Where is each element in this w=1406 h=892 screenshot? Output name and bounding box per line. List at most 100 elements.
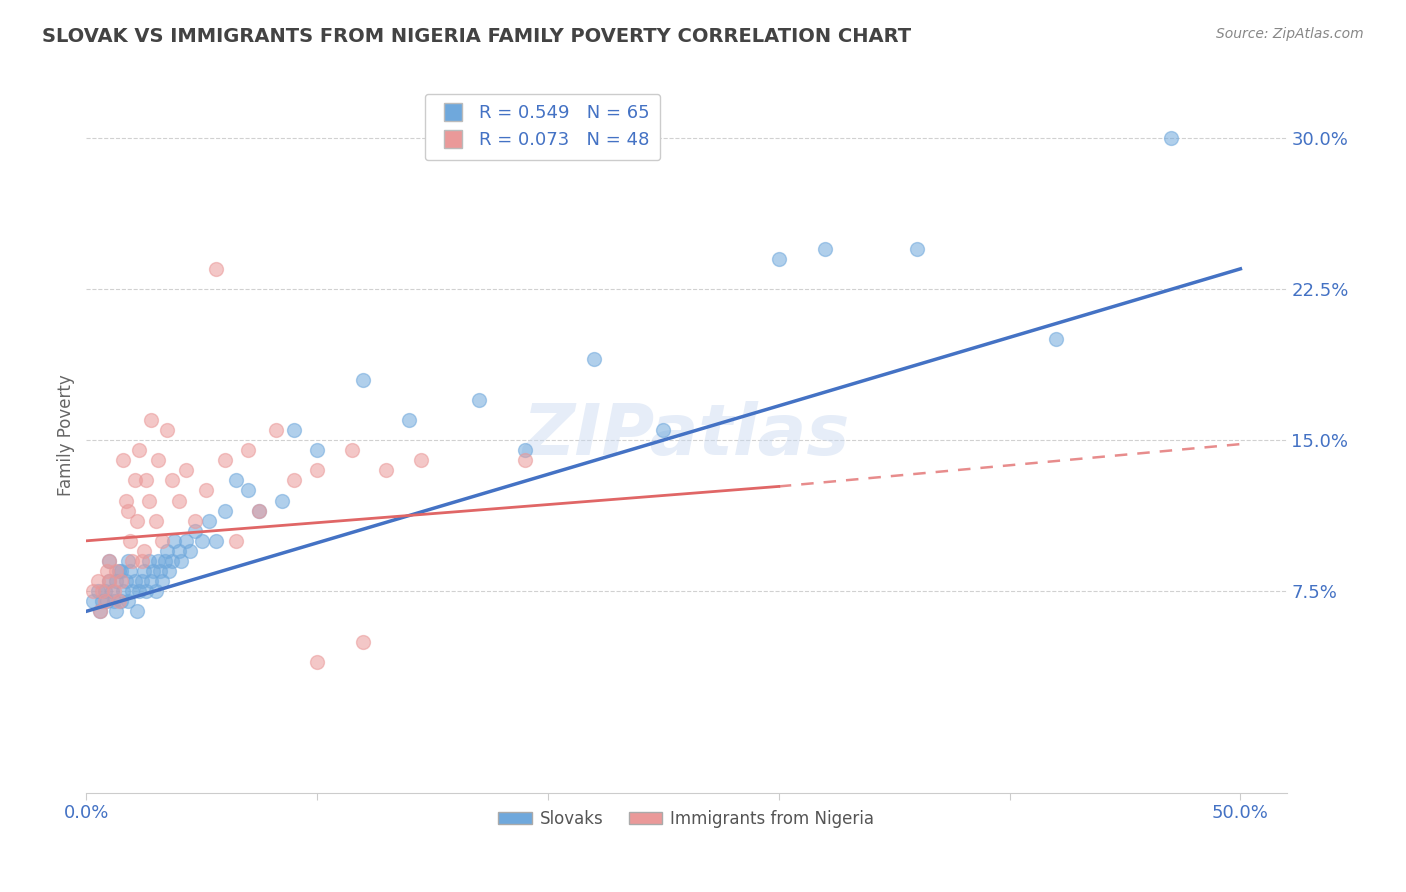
Point — [352, 373, 374, 387]
Point — [152, 533, 174, 548]
Point — [98, 554, 121, 568]
Point — [467, 392, 489, 407]
Point — [153, 554, 176, 568]
Point — [307, 463, 329, 477]
Point — [110, 574, 132, 588]
Point — [513, 443, 536, 458]
Point — [98, 554, 121, 568]
Point — [131, 554, 153, 568]
Point — [114, 493, 136, 508]
Point — [121, 554, 143, 568]
Point — [91, 594, 114, 608]
Point — [190, 533, 212, 548]
Text: ZIPatlas: ZIPatlas — [523, 401, 851, 469]
Point — [107, 564, 129, 578]
Point — [214, 503, 236, 517]
Point — [152, 574, 174, 588]
Point — [139, 413, 162, 427]
Text: SLOVAK VS IMMIGRANTS FROM NIGERIA FAMILY POVERTY CORRELATION CHART: SLOVAK VS IMMIGRANTS FROM NIGERIA FAMILY… — [42, 27, 911, 45]
Point — [96, 564, 118, 578]
Point — [1160, 131, 1182, 145]
Point — [167, 493, 190, 508]
Point — [236, 443, 259, 458]
Point — [82, 594, 104, 608]
Point — [167, 544, 190, 558]
Point — [98, 574, 121, 588]
Point — [124, 574, 146, 588]
Point — [768, 252, 790, 266]
Point — [94, 584, 117, 599]
Point — [107, 594, 129, 608]
Point — [398, 413, 420, 427]
Point — [138, 493, 160, 508]
Point — [110, 564, 132, 578]
Point — [225, 474, 247, 488]
Point — [184, 524, 207, 538]
Point — [814, 242, 837, 256]
Point — [91, 584, 114, 599]
Point — [340, 443, 363, 458]
Point — [114, 574, 136, 588]
Point — [87, 584, 110, 599]
Point — [105, 564, 128, 578]
Point — [157, 564, 180, 578]
Point — [132, 564, 155, 578]
Point — [142, 564, 165, 578]
Point — [264, 423, 287, 437]
Point — [96, 594, 118, 608]
Point — [110, 594, 132, 608]
Point — [905, 242, 928, 256]
Point — [145, 584, 167, 599]
Point — [160, 554, 183, 568]
Point — [89, 604, 111, 618]
Point — [170, 554, 193, 568]
Point — [98, 574, 121, 588]
Point — [149, 564, 172, 578]
Point — [103, 594, 125, 608]
Point — [271, 493, 294, 508]
Point — [283, 423, 305, 437]
Point — [128, 584, 150, 599]
Point — [125, 514, 148, 528]
Point — [135, 584, 157, 599]
Point — [204, 261, 226, 276]
Point — [138, 554, 160, 568]
Point — [135, 474, 157, 488]
Point — [131, 574, 153, 588]
Point — [112, 453, 135, 467]
Point — [121, 584, 143, 599]
Point — [352, 634, 374, 648]
Point — [156, 544, 179, 558]
Point — [120, 533, 142, 548]
Point — [197, 514, 219, 528]
Point — [89, 604, 111, 618]
Point — [139, 574, 162, 588]
Legend: Slovaks, Immigrants from Nigeria: Slovaks, Immigrants from Nigeria — [492, 803, 882, 834]
Point — [105, 574, 128, 588]
Point — [184, 514, 207, 528]
Point — [583, 352, 606, 367]
Point — [87, 574, 110, 588]
Point — [174, 463, 197, 477]
Point — [156, 423, 179, 437]
Point — [100, 584, 122, 599]
Point — [103, 584, 125, 599]
Point — [375, 463, 398, 477]
Point — [125, 604, 148, 618]
Point — [179, 544, 201, 558]
Point — [513, 453, 536, 467]
Point — [146, 453, 169, 467]
Point — [146, 554, 169, 568]
Point — [204, 533, 226, 548]
Point — [249, 503, 271, 517]
Point — [117, 503, 139, 517]
Y-axis label: Family Poverty: Family Poverty — [58, 374, 75, 496]
Point — [124, 474, 146, 488]
Point — [307, 443, 329, 458]
Point — [128, 443, 150, 458]
Point — [1045, 332, 1067, 346]
Point — [195, 483, 218, 498]
Point — [249, 503, 271, 517]
Point — [117, 554, 139, 568]
Point — [117, 594, 139, 608]
